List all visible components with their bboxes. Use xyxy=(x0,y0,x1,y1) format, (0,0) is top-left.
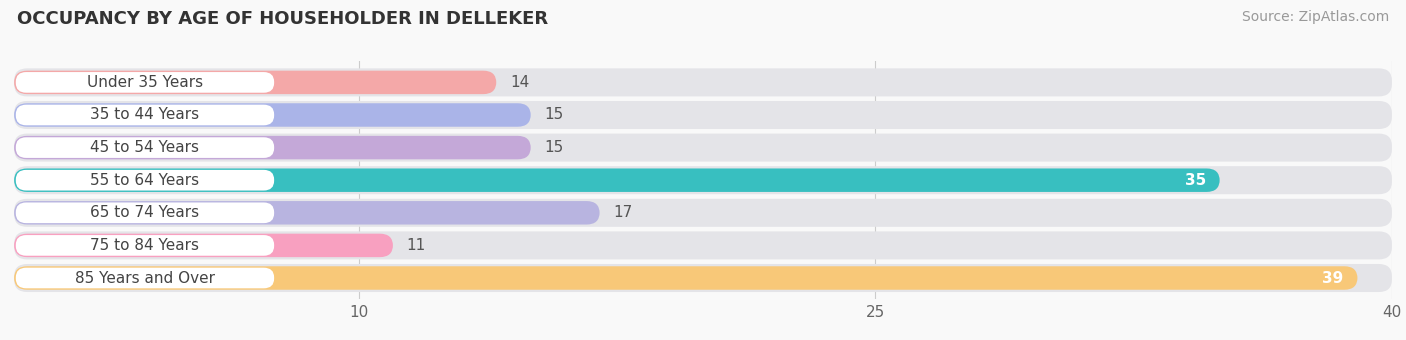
Text: 85 Years and Over: 85 Years and Over xyxy=(75,271,215,286)
FancyBboxPatch shape xyxy=(15,268,274,288)
FancyBboxPatch shape xyxy=(14,71,496,94)
Text: 15: 15 xyxy=(544,140,564,155)
Text: 17: 17 xyxy=(613,205,633,220)
FancyBboxPatch shape xyxy=(14,199,1392,227)
FancyBboxPatch shape xyxy=(14,234,394,257)
Text: Under 35 Years: Under 35 Years xyxy=(87,75,202,90)
FancyBboxPatch shape xyxy=(14,101,1392,129)
Text: 65 to 74 Years: 65 to 74 Years xyxy=(90,205,200,220)
FancyBboxPatch shape xyxy=(14,103,531,127)
FancyBboxPatch shape xyxy=(15,72,274,93)
Text: 35: 35 xyxy=(1185,173,1206,188)
FancyBboxPatch shape xyxy=(14,232,1392,259)
Text: 39: 39 xyxy=(1323,271,1344,286)
FancyBboxPatch shape xyxy=(15,235,274,256)
FancyBboxPatch shape xyxy=(14,136,531,159)
FancyBboxPatch shape xyxy=(14,134,1392,162)
FancyBboxPatch shape xyxy=(15,137,274,158)
Text: 11: 11 xyxy=(406,238,426,253)
FancyBboxPatch shape xyxy=(14,166,1392,194)
Text: 45 to 54 Years: 45 to 54 Years xyxy=(90,140,200,155)
Text: 75 to 84 Years: 75 to 84 Years xyxy=(90,238,200,253)
FancyBboxPatch shape xyxy=(15,105,274,125)
Text: Source: ZipAtlas.com: Source: ZipAtlas.com xyxy=(1241,10,1389,24)
Text: 35 to 44 Years: 35 to 44 Years xyxy=(90,107,200,122)
Text: 15: 15 xyxy=(544,107,564,122)
Text: OCCUPANCY BY AGE OF HOUSEHOLDER IN DELLEKER: OCCUPANCY BY AGE OF HOUSEHOLDER IN DELLE… xyxy=(17,10,548,28)
Text: 55 to 64 Years: 55 to 64 Years xyxy=(90,173,200,188)
FancyBboxPatch shape xyxy=(15,170,274,190)
FancyBboxPatch shape xyxy=(14,168,1219,192)
FancyBboxPatch shape xyxy=(14,201,599,224)
FancyBboxPatch shape xyxy=(14,68,1392,97)
FancyBboxPatch shape xyxy=(15,203,274,223)
FancyBboxPatch shape xyxy=(14,264,1392,292)
Text: 14: 14 xyxy=(510,75,529,90)
FancyBboxPatch shape xyxy=(14,266,1358,290)
